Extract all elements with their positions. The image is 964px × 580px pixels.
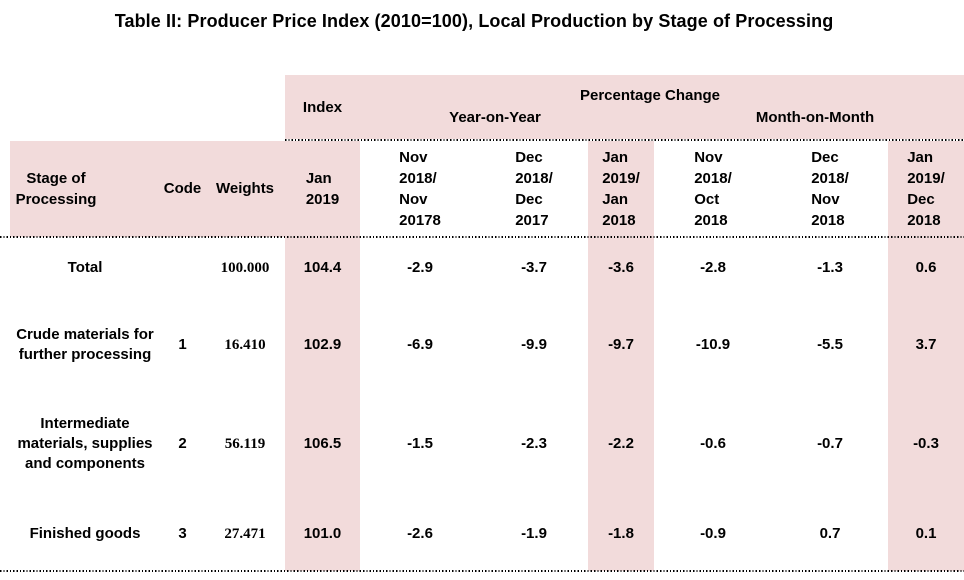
cell-stage: Total (67, 259, 103, 276)
cell-code: 1 (178, 335, 187, 353)
cell-mom-dec: -5.5 (817, 335, 843, 353)
cell-yoy-nov: -6.9 (407, 335, 433, 353)
table-row-finished-goods: Finished goods 3 27.471 101.0 -2.6 -1.9 … (10, 497, 964, 571)
cell-stage: Intermediate materials, supplies and com… (17, 414, 153, 472)
cell-yoy-jan: -1.8 (588, 497, 654, 571)
table-row-total: Total 100.000 104.4 -2.9 -3.7 -3.6 -2.8 … (10, 237, 964, 299)
col-header-mom-dec2018-nov2018: Dec 2018/ Nov 2018 (811, 149, 849, 229)
cell-index: 104.4 (285, 237, 360, 299)
cell-yoy-dec: -9.9 (521, 335, 547, 353)
cell-mom-nov: -0.9 (700, 525, 726, 542)
col-header-mom-nov2018-oct2018: Nov 2018/ Oct 2018 (694, 149, 732, 229)
group-header-band: Index Percentage Change Year-on-Year Mon… (285, 75, 964, 139)
cell-mom-jan: -0.3 (888, 390, 964, 497)
dotted-divider-header-bottom (0, 236, 964, 238)
index-group-label: Index (302, 99, 343, 116)
col-header-index-jan-2019: Jan 2019 (285, 141, 360, 237)
cell-weights: 100.000 (220, 260, 270, 276)
cell-mom-nov: -0.6 (700, 434, 726, 452)
cell-weights: 27.471 (224, 526, 266, 542)
dotted-divider-band-bottom (285, 139, 964, 141)
cell-mom-dec: 0.7 (819, 525, 841, 542)
table-title: Table II: Producer Price Index (2010=100… (114, 11, 834, 31)
col-header-yoy-dec2018-dec2017: Dec 2018/ Dec 2017 (515, 149, 553, 229)
cell-index: 101.0 (285, 497, 360, 571)
cell-yoy-nov: -2.6 (407, 525, 433, 542)
cell-mom-jan: 3.7 (888, 299, 964, 390)
cell-mom-jan: 0.6 (888, 237, 964, 299)
cell-mom-dec: -0.7 (817, 434, 843, 452)
col-header-mom-jan2019-dec2018: Jan 2019/ Dec 2018 (888, 141, 964, 237)
percentage-change-group-label: Percentage Change (579, 87, 721, 104)
col-header-stage: Stage of Processing (10, 141, 160, 237)
cell-yoy-dec: -3.7 (521, 259, 547, 276)
cell-mom-dec: -1.3 (817, 259, 843, 276)
cell-stage: Finished goods (29, 525, 141, 542)
cell-weights: 56.119 (224, 435, 266, 452)
col-header-yoy-jan2019-jan2018: Jan 2019/ Jan 2018 (588, 141, 654, 237)
cell-yoy-jan: -3.6 (588, 237, 654, 299)
cell-mom-jan: 0.1 (888, 497, 964, 571)
ppi-table: Stage of Processing Code Weights Jan 201… (10, 141, 964, 571)
col-header-yoy-nov2018-nov20178: Nov 2018/ Nov 20178 (399, 149, 441, 229)
cell-code: 2 (178, 434, 187, 452)
table-row-crude-materials: Crude materials for further processing 1… (10, 299, 964, 390)
cell-code (160, 237, 205, 299)
cell-yoy-dec: -1.9 (521, 525, 547, 542)
cell-yoy-dec: -2.3 (521, 434, 547, 452)
cell-mom-nov: -10.9 (695, 335, 731, 353)
column-header-row: Stage of Processing Code Weights Jan 201… (10, 141, 964, 237)
table-row-intermediate-materials: Intermediate materials, supplies and com… (10, 390, 964, 497)
dotted-divider-table-bottom (0, 570, 964, 572)
col-header-weights: Weights (205, 141, 285, 237)
cell-yoy-jan: -9.7 (588, 299, 654, 390)
cell-yoy-nov: -1.5 (407, 434, 433, 452)
cell-weights: 16.410 (224, 336, 266, 353)
cell-yoy-nov: -2.9 (407, 259, 433, 276)
cell-yoy-jan: -2.2 (588, 390, 654, 497)
year-on-year-group-label: Year-on-Year (449, 109, 541, 126)
month-on-month-group-label: Month-on-Month (755, 109, 875, 126)
col-header-code: Code (160, 141, 205, 237)
cell-index: 102.9 (285, 299, 360, 390)
cell-code: 3 (178, 525, 187, 542)
cell-index: 106.5 (285, 390, 360, 497)
cell-mom-nov: -2.8 (700, 259, 726, 276)
cell-stage: Crude materials for further processing (16, 325, 154, 363)
